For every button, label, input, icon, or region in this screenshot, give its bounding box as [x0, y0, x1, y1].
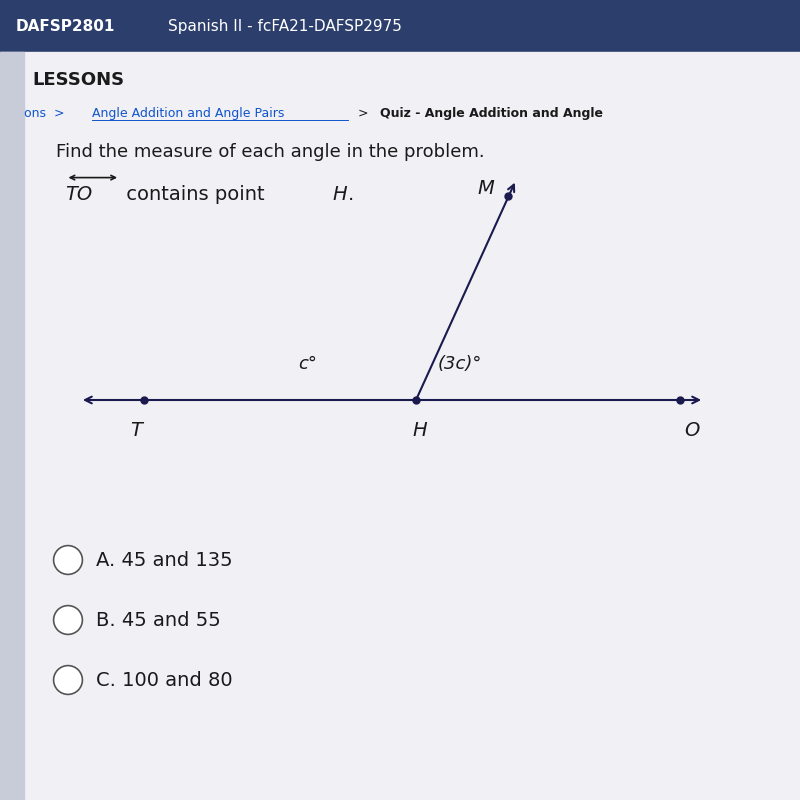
Text: contains point: contains point [120, 185, 271, 204]
Bar [0, 0, 800, 52]
Text: DAFSP2801: DAFSP2801 [16, 19, 115, 34]
Text: C. 100 and 80: C. 100 and 80 [96, 670, 233, 690]
Text: .: . [348, 185, 354, 204]
Text: M: M [477, 178, 494, 198]
Text: TO: TO [66, 185, 93, 204]
Text: T: T [130, 421, 142, 440]
Circle shape [54, 606, 82, 634]
Text: A. 45 and 135: A. 45 and 135 [96, 550, 233, 570]
Text: (3c)°: (3c)° [438, 355, 482, 373]
Text: B. 45 and 55: B. 45 and 55 [96, 610, 221, 630]
Text: >: > [350, 107, 376, 120]
Text: H: H [332, 185, 346, 204]
Circle shape [54, 546, 82, 574]
Text: c°: c° [298, 355, 318, 373]
Circle shape [54, 666, 82, 694]
Text: LESSONS: LESSONS [32, 71, 124, 89]
Text: O: O [684, 421, 700, 440]
Text: Spanish II - fcFA21-DAFSP2975: Spanish II - fcFA21-DAFSP2975 [168, 19, 402, 34]
Text: ons  >: ons > [24, 107, 73, 120]
Text: H: H [413, 421, 427, 440]
Bar [0, 52, 24, 800]
Text: Quiz - Angle Addition and Angle: Quiz - Angle Addition and Angle [380, 107, 603, 120]
Text: Find the measure of each angle in the problem.: Find the measure of each angle in the pr… [56, 143, 485, 161]
Text: Angle Addition and Angle Pairs: Angle Addition and Angle Pairs [92, 107, 284, 120]
